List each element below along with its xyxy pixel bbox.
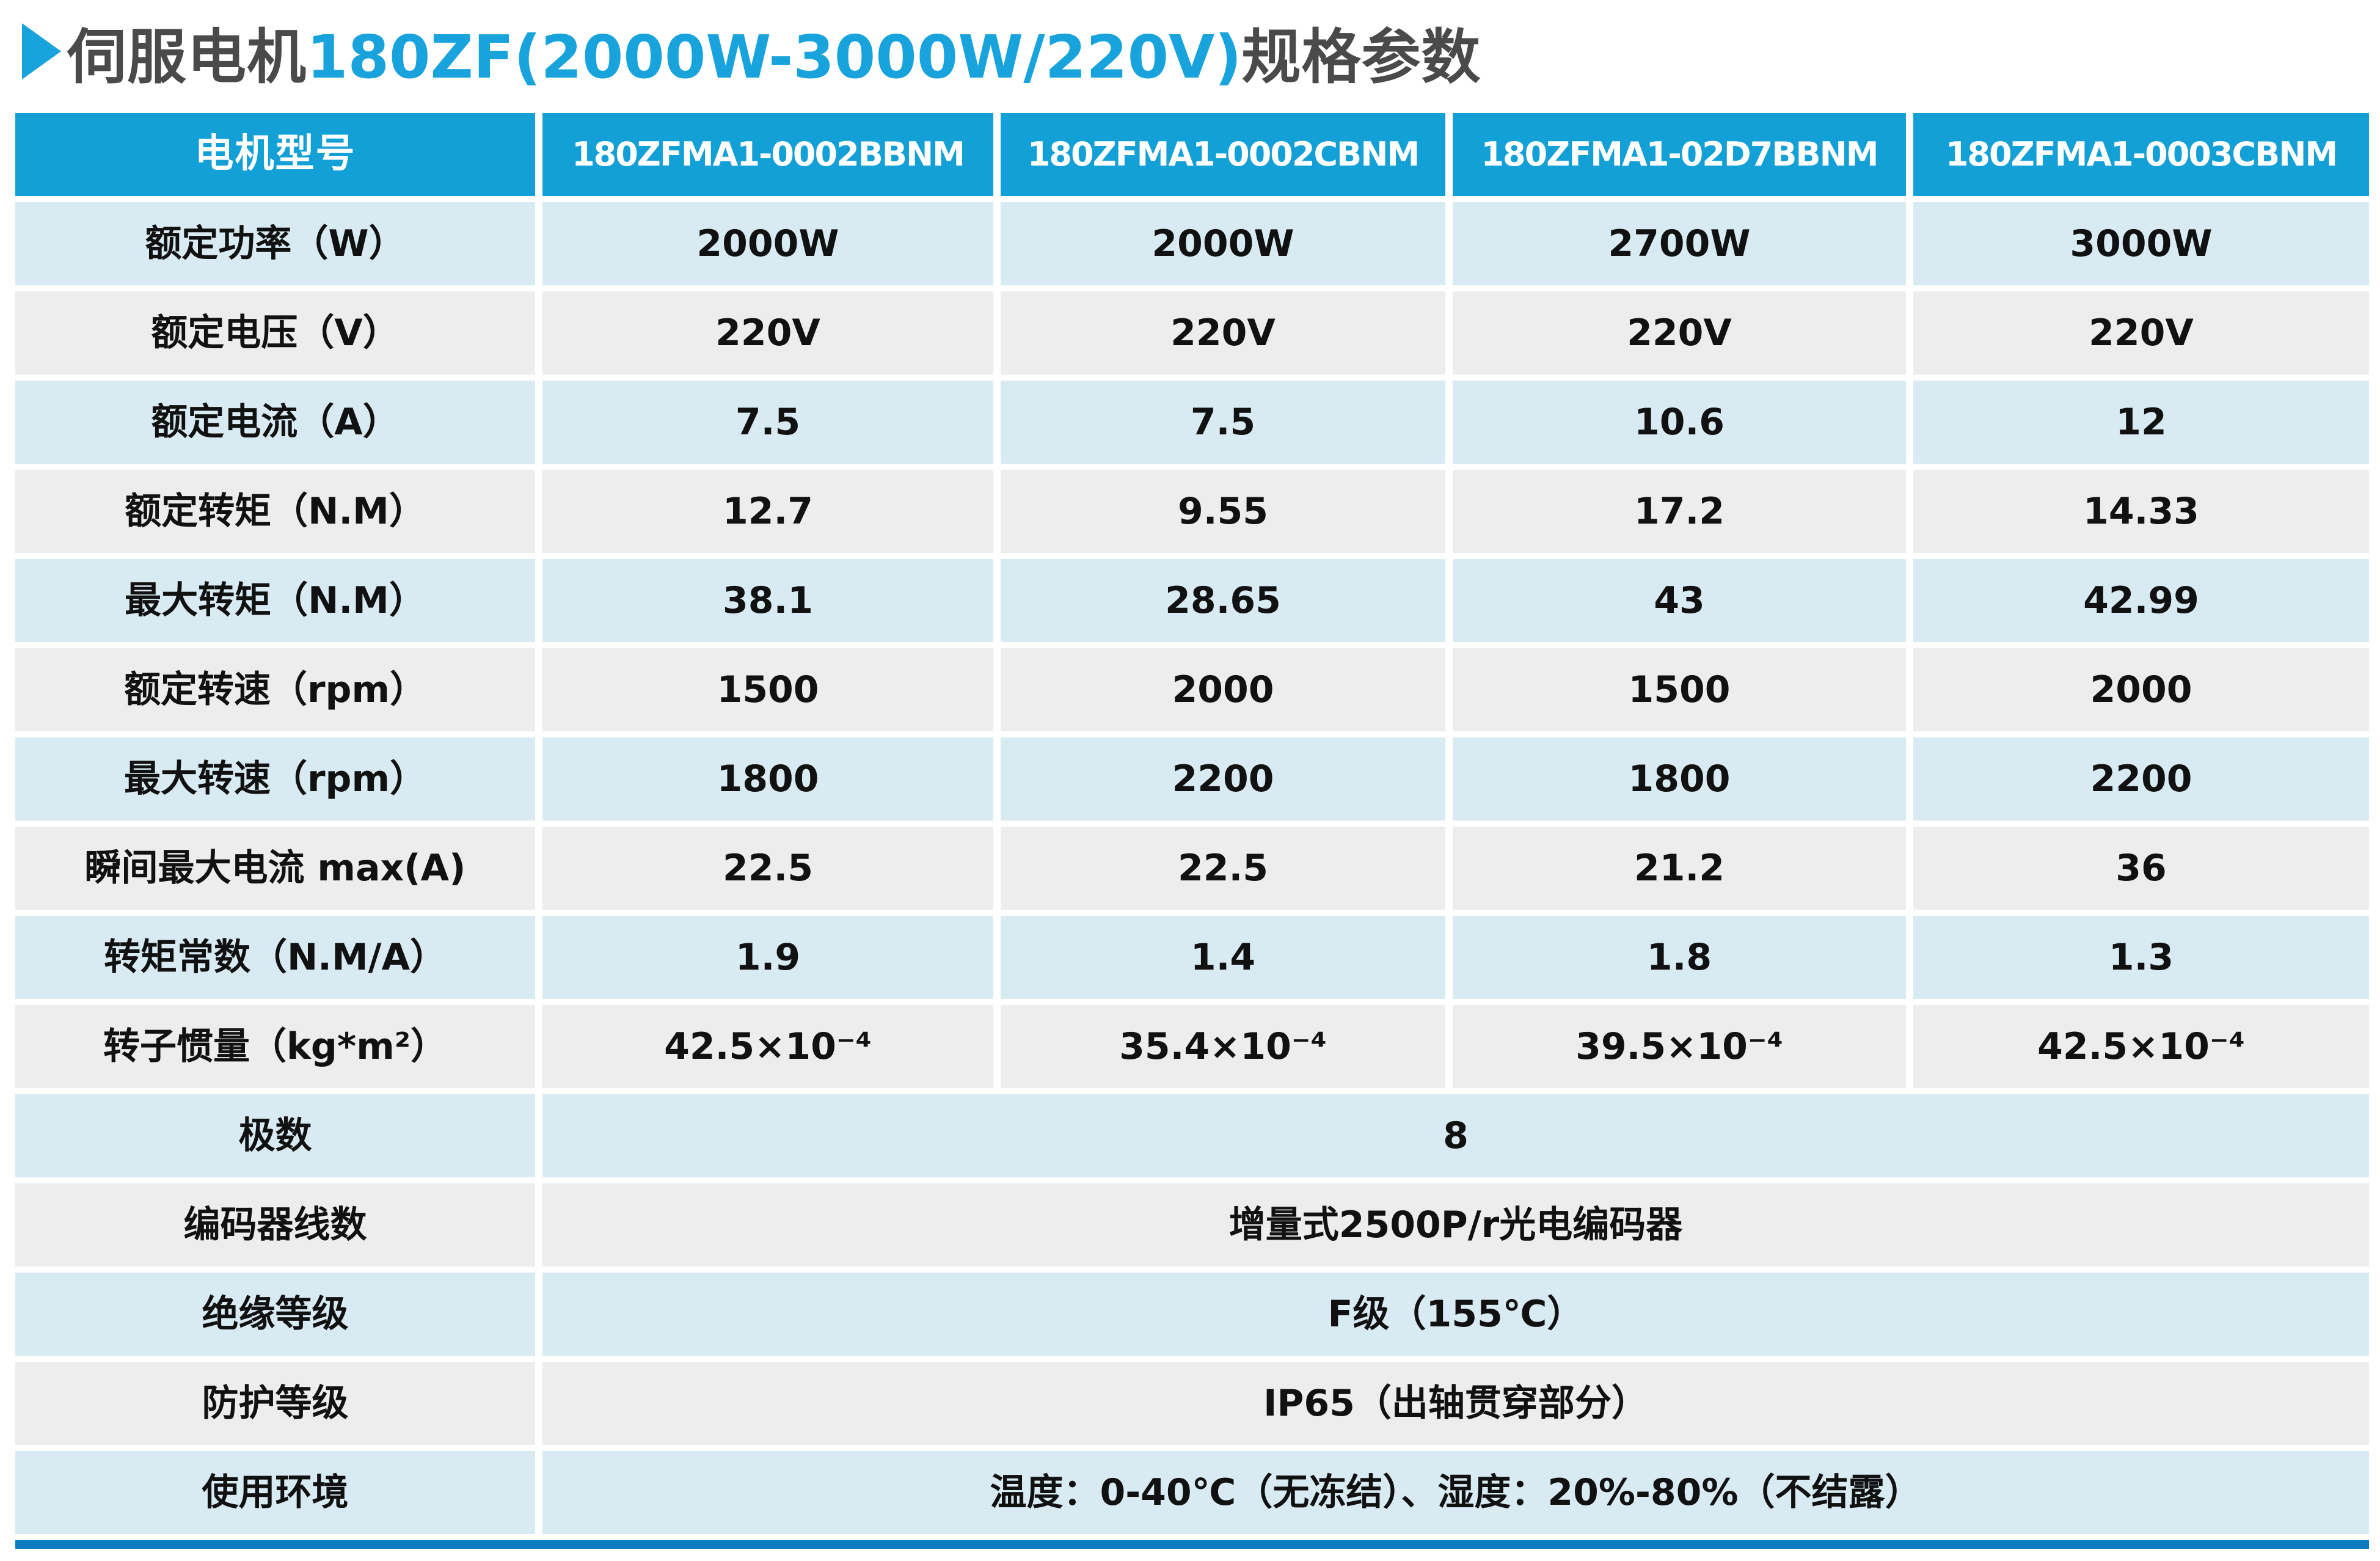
row-label-max-speed: 最大转速（rpm） bbox=[15, 737, 535, 821]
row-label-rated-power: 额定功率（W） bbox=[15, 202, 535, 285]
value-max-speed-2: 2200 bbox=[1001, 737, 1445, 821]
value-rotor-inertia-3: 39.5×10⁻⁴ bbox=[1453, 1005, 1906, 1088]
title-model-range: 180ZF(2000W-3000W/220V) bbox=[307, 22, 1242, 92]
value-rated-current-4: 12 bbox=[1913, 381, 2369, 464]
header-model-2: 180ZFMA1-0002CBNM bbox=[1001, 113, 1445, 196]
row-label-torque-constant: 转矩常数（N.M/A） bbox=[15, 916, 535, 999]
bottom-accent-bar bbox=[15, 1540, 2369, 1549]
value-max-speed-1: 1800 bbox=[542, 737, 993, 821]
value-rated-current-3: 10.6 bbox=[1453, 381, 1906, 464]
row-label-encoder-lines: 编码器线数 bbox=[15, 1183, 535, 1267]
value-rated-current-1: 7.5 bbox=[542, 381, 993, 464]
row-label-rated-current: 额定电流（A） bbox=[15, 381, 535, 464]
row-label-insulation-class: 绝缘等级 bbox=[15, 1273, 535, 1356]
header-motor-model: 电机型号 bbox=[15, 113, 535, 196]
value-rotor-inertia-4: 42.5×10⁻⁴ bbox=[1913, 1005, 2369, 1088]
value-torque-constant-2: 1.4 bbox=[1001, 916, 1445, 999]
row-label-rated-voltage: 额定电压（V） bbox=[15, 291, 535, 375]
row-label-rated-speed: 额定转速（rpm） bbox=[15, 648, 535, 731]
value-rated-voltage-2: 220V bbox=[1001, 291, 1445, 375]
value-insulation-class: F级（155℃） bbox=[542, 1273, 2369, 1356]
value-rated-voltage-4: 220V bbox=[1913, 291, 2369, 375]
value-max-speed-4: 2200 bbox=[1913, 737, 2369, 821]
value-instant-max-current-2: 22.5 bbox=[1001, 827, 1445, 910]
row-label-pole-count: 极数 bbox=[15, 1094, 535, 1177]
value-rated-power-3: 2700W bbox=[1453, 202, 1906, 285]
value-protection-class: IP65（出轴贯穿部分） bbox=[542, 1362, 2369, 1445]
value-torque-constant-1: 1.9 bbox=[542, 916, 993, 999]
title-suffix: 规格参数 bbox=[1241, 22, 1481, 92]
value-max-torque-3: 43 bbox=[1453, 559, 1906, 642]
page-title: 伺服电机180ZF(2000W-3000W/220V)规格参数 bbox=[22, 9, 1481, 94]
value-rated-power-2: 2000W bbox=[1001, 202, 1445, 285]
header-model-3: 180ZFMA1-02D7BBNM bbox=[1453, 113, 1906, 196]
value-torque-constant-3: 1.8 bbox=[1453, 916, 1906, 999]
value-torque-constant-4: 1.3 bbox=[1913, 916, 2369, 999]
value-rated-speed-1: 1500 bbox=[542, 648, 993, 731]
value-instant-max-current-3: 21.2 bbox=[1453, 827, 1906, 910]
header-model-1: 180ZFMA1-0002BBNM bbox=[542, 113, 993, 196]
value-max-speed-3: 1800 bbox=[1453, 737, 1906, 821]
row-label-protection-class: 防护等级 bbox=[15, 1362, 535, 1445]
value-rated-speed-4: 2000 bbox=[1913, 648, 2369, 731]
value-rated-speed-2: 2000 bbox=[1001, 648, 1445, 731]
header-model-4: 180ZFMA1-0003CBNM bbox=[1913, 113, 2369, 196]
row-label-instant-max-current: 瞬间最大电流 max(A) bbox=[15, 827, 535, 910]
value-instant-max-current-4: 36 bbox=[1913, 827, 2369, 910]
value-encoder-lines: 增量式2500P/r光电编码器 bbox=[542, 1183, 2369, 1267]
title-prefix: 伺服电机 bbox=[67, 22, 307, 92]
value-operating-environment: 温度：0-40℃（无冻结）、湿度：20%-80%（不结露） bbox=[542, 1451, 2369, 1534]
row-label-operating-environment: 使用环境 bbox=[15, 1451, 535, 1534]
value-max-torque-2: 28.65 bbox=[1001, 559, 1445, 642]
row-label-rated-torque: 额定转矩（N.M） bbox=[15, 470, 535, 553]
value-rotor-inertia-1: 42.5×10⁻⁴ bbox=[542, 1005, 993, 1088]
value-max-torque-1: 38.1 bbox=[542, 559, 993, 642]
value-rated-power-1: 2000W bbox=[542, 202, 993, 285]
value-rated-voltage-3: 220V bbox=[1453, 291, 1906, 375]
value-rated-power-4: 3000W bbox=[1913, 202, 2369, 285]
row-label-rotor-inertia: 转子惯量（kg*m²） bbox=[15, 1005, 535, 1088]
value-rated-current-2: 7.5 bbox=[1001, 381, 1445, 464]
value-max-torque-4: 42.99 bbox=[1913, 559, 2369, 642]
value-rated-speed-3: 1500 bbox=[1453, 648, 1906, 731]
value-rated-torque-2: 9.55 bbox=[1001, 470, 1445, 553]
value-pole-count: 8 bbox=[542, 1094, 2369, 1177]
spec-table: 电机型号 180ZFMA1-0002BBNM 180ZFMA1-0002CBNM… bbox=[15, 113, 2369, 1534]
value-instant-max-current-1: 22.5 bbox=[542, 827, 993, 910]
value-rated-torque-1: 12.7 bbox=[542, 470, 993, 553]
value-rated-torque-3: 17.2 bbox=[1453, 470, 1906, 553]
value-rated-torque-4: 14.33 bbox=[1913, 470, 2369, 553]
value-rated-voltage-1: 220V bbox=[542, 291, 993, 375]
title-arrow-icon bbox=[22, 23, 61, 79]
row-label-max-torque: 最大转矩（N.M） bbox=[15, 559, 535, 642]
value-rotor-inertia-2: 35.4×10⁻⁴ bbox=[1001, 1005, 1445, 1088]
